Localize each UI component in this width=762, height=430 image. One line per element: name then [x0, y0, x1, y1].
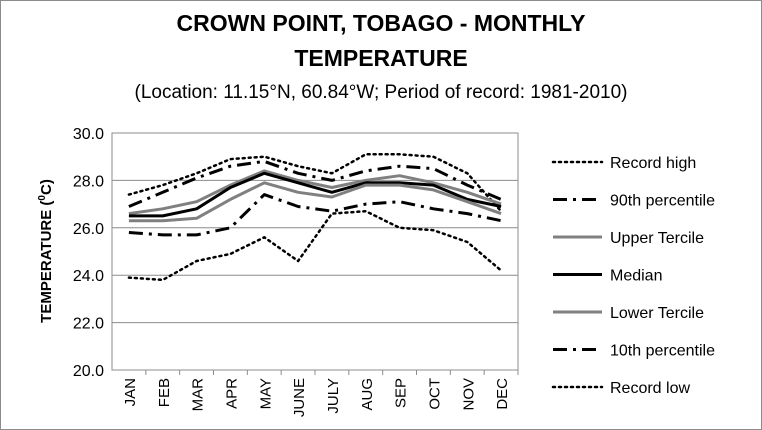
legend-label: Record high	[610, 155, 696, 172]
legend-label: Median	[610, 268, 662, 285]
y-tick-label: 30.0	[73, 126, 104, 143]
x-tick-label: JUNE	[291, 378, 308, 417]
x-tick-label: JAN	[122, 378, 139, 406]
x-tick-label: AUG	[359, 378, 376, 411]
y-tick-label: 24.0	[73, 268, 104, 285]
x-tick-label: SEP	[393, 378, 410, 408]
y-tick-label: 26.0	[73, 221, 104, 238]
chart-title-line2: TEMPERATURE	[294, 45, 468, 71]
legend-label: Upper Tercile	[610, 230, 704, 247]
y-tick-label: 28.0	[73, 173, 104, 190]
series-line-lower-tercile	[128, 181, 502, 223]
x-tick-label: JULY	[325, 378, 342, 414]
series-line-90th-percentile	[128, 159, 502, 208]
x-tick-label: NOV	[460, 378, 477, 411]
legend-label: Lower Tercile	[610, 305, 704, 322]
series-line-10th-percentile	[128, 193, 502, 237]
y-tick-label: 22.0	[73, 316, 104, 333]
y-axis-label: TEMPERATURE (0C)	[37, 179, 55, 323]
y-axis: 20.0 22.0 24.0 26.0 28.0 30.0	[73, 126, 104, 380]
series-line-upper-tercile	[128, 169, 502, 216]
legend-label: 10th percentile	[610, 343, 715, 360]
chart-subtitle: (Location: 11.15°N, 60.84°W; Period of r…	[134, 82, 628, 103]
series-line-median	[128, 171, 502, 218]
series-line-record-high	[127, 153, 503, 213]
legend-label: Record low	[610, 380, 690, 397]
series-lines	[127, 153, 503, 282]
x-tick-label: DEC	[494, 378, 511, 410]
x-axis: JAN FEB MAR APR MAY JUNE JULY AUG SEP OCT NOV DEC	[122, 370, 519, 417]
x-tick-label: OCT	[426, 378, 443, 410]
x-tick-label: APR	[223, 378, 240, 409]
x-tick-label: FEB	[156, 378, 173, 407]
chart-title-line1: CROWN POINT, TOBAGO - MONTHLY	[176, 10, 586, 36]
y-tick-label: 20.0	[73, 363, 104, 380]
legend: Record high 90th percentile Upper Tercile M…	[551, 155, 715, 397]
series-line-record-low	[127, 209, 503, 282]
x-tick-label: MAY	[257, 378, 274, 409]
legend-label: 90th percentile	[610, 193, 715, 210]
x-tick-label: MAR	[190, 378, 207, 412]
